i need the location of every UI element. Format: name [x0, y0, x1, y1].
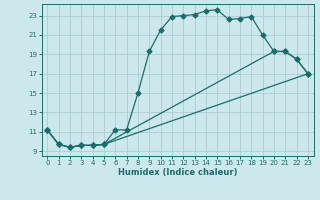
X-axis label: Humidex (Indice chaleur): Humidex (Indice chaleur) — [118, 168, 237, 177]
